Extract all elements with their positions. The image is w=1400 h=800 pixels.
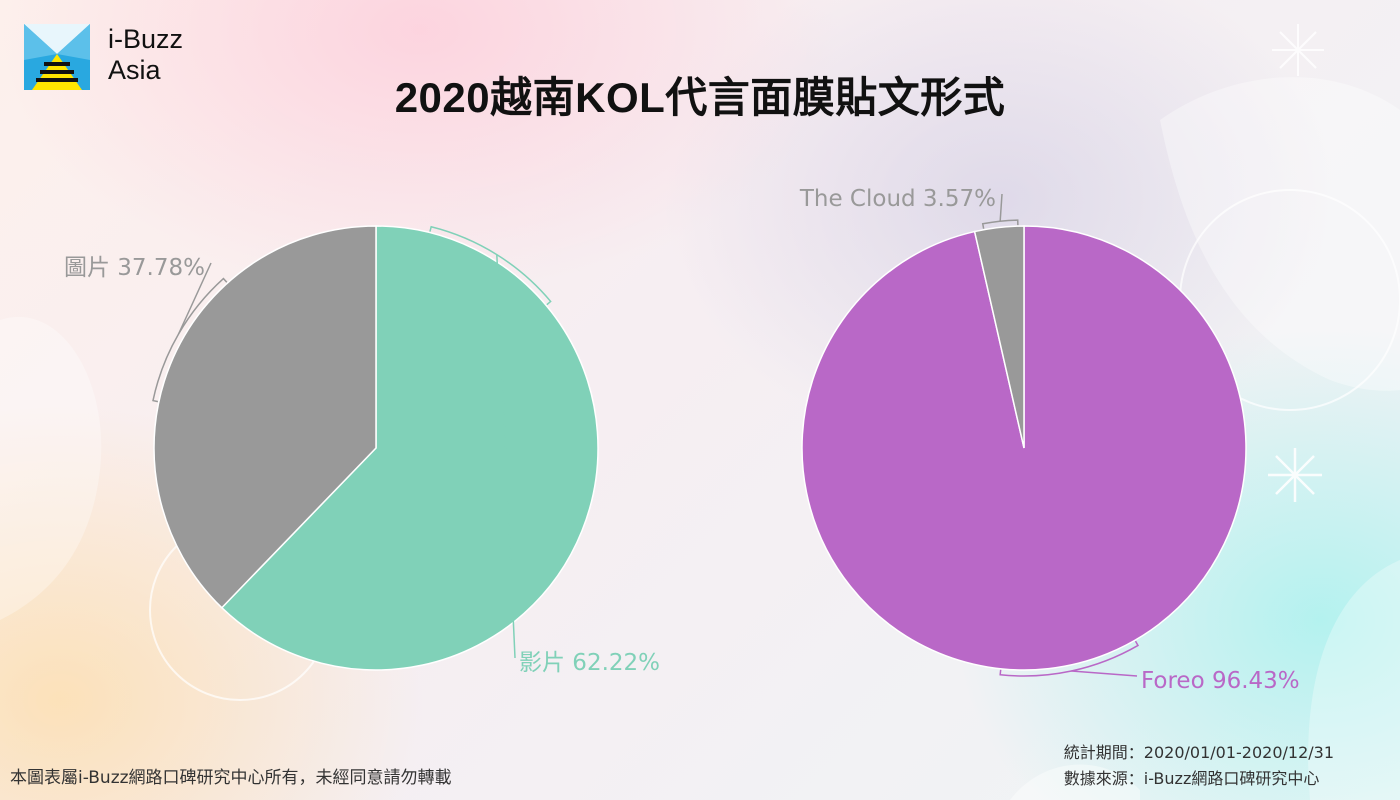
chart-meta: 統計期間：2020/01/01-2020/12/31 數據來源：i-Buzz網路…: [1064, 740, 1334, 792]
background-decoration: [0, 77, 1400, 800]
statistics-period: 統計期間：2020/01/01-2020/12/31: [1063, 743, 1334, 762]
pie-slice-The Cloud: [973, 225, 1025, 449]
pie-chart-2: Foreo 96.43% The Cloud 3.57%: [799, 186, 1300, 694]
brand-line-1: i-Buzz: [108, 24, 184, 54]
leader-bracket: [152, 277, 228, 403]
leader-line: [1071, 670, 1138, 677]
slice-label: The Cloud 3.57%: [799, 186, 996, 212]
copyright-notice: 本圖表屬i-Buzz網路口碑研究中心所有，未經同意請勿轉載: [10, 768, 452, 788]
slice-label: 圖片 37.78%: [64, 255, 205, 281]
leader-line: [999, 193, 1003, 222]
slice-label: 影片 62.22%: [519, 650, 660, 676]
sparkle-icon: [1268, 448, 1322, 502]
i-buzz-logo-icon: [24, 24, 90, 90]
slice-label: Foreo 96.43%: [1141, 668, 1300, 694]
chart-title: 2020越南KOL代言面膜貼文形式: [394, 74, 1006, 121]
pie-slice-Foreo: [801, 225, 1247, 671]
leader-line: [177, 262, 212, 335]
sparkle-icon: [1272, 24, 1324, 76]
brand-name: i-Buzz Asia: [108, 24, 183, 86]
pie-chart-1: 影片 62.22% 圖片 37.78%: [64, 225, 660, 676]
leader-line: [496, 254, 516, 659]
data-source: 數據來源：i-Buzz網路口碑研究中心: [1063, 769, 1320, 788]
brand-line-2: Asia: [108, 55, 161, 85]
pie-slice-圖片: [153, 225, 377, 609]
